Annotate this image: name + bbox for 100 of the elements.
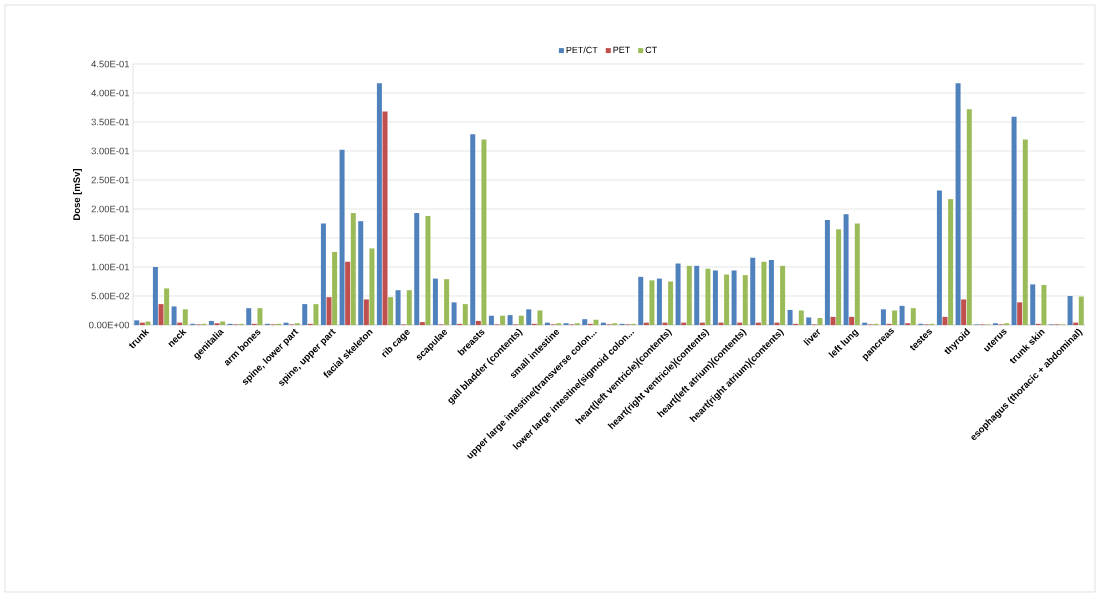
y-tick-label: 3.50E-01 (91, 118, 130, 126)
bar (345, 261, 351, 325)
bar (395, 290, 401, 325)
bar (817, 318, 823, 325)
bar (1041, 284, 1047, 325)
bar (724, 274, 730, 325)
bar (326, 297, 332, 325)
bar (787, 309, 793, 325)
bar (668, 281, 674, 325)
bar (414, 213, 420, 325)
y-tick-label: 4.00E-01 (91, 89, 130, 97)
bar (849, 316, 855, 325)
y-tick-label: 0.00E+00 (89, 321, 130, 329)
bar (830, 316, 836, 325)
y-tick-label: 2.00E-01 (91, 205, 130, 213)
legend-label: CT (645, 46, 657, 54)
bar (936, 190, 942, 325)
bar (313, 304, 319, 325)
bar (425, 215, 431, 325)
bar (507, 315, 513, 325)
y-axis-title: Dose [mSv] (73, 168, 82, 220)
bar (164, 288, 170, 325)
bar (910, 308, 916, 325)
bar (712, 270, 718, 325)
bar (462, 304, 468, 325)
bar (675, 263, 681, 325)
bar (892, 310, 898, 325)
bar (526, 309, 532, 325)
bar (406, 290, 412, 325)
bar (761, 261, 767, 325)
bar (537, 310, 543, 325)
bar (843, 214, 849, 325)
bar (246, 308, 252, 325)
bar (444, 279, 450, 325)
bar (780, 265, 786, 325)
bar (750, 257, 756, 325)
bar (432, 278, 438, 325)
bar (824, 220, 830, 325)
bar (1030, 284, 1036, 325)
bar (638, 276, 644, 325)
bar (582, 319, 588, 325)
bar (966, 109, 972, 325)
bar (350, 213, 356, 325)
bar (942, 316, 948, 325)
bar (363, 299, 369, 325)
bar (1011, 116, 1017, 325)
bar (320, 223, 326, 325)
bar (705, 268, 711, 325)
bar (1022, 139, 1028, 325)
bar (798, 310, 804, 325)
bar (376, 83, 382, 325)
bar (488, 315, 494, 325)
bar (257, 308, 263, 325)
bar (686, 265, 692, 325)
bar (955, 83, 961, 325)
legend-label: PET/CT (566, 46, 598, 54)
bar (332, 251, 338, 325)
bar (419, 322, 425, 325)
bar (518, 315, 524, 325)
bar (1078, 296, 1084, 325)
bar (358, 221, 364, 325)
y-tick-label: 4.50E-01 (91, 60, 130, 68)
bar (1067, 295, 1073, 325)
bar (388, 297, 394, 325)
y-tick-label: 1.00E-01 (91, 263, 130, 271)
bar (158, 304, 164, 325)
bar (694, 265, 700, 325)
bar (768, 260, 774, 325)
bar (961, 299, 967, 325)
legend-label: PET (613, 46, 630, 53)
bar (339, 149, 345, 325)
bar (134, 320, 140, 325)
bar (649, 280, 655, 325)
y-tick-label: 3.00E-01 (91, 147, 130, 155)
y-tick-label: 2.50E-01 (91, 176, 130, 184)
bar (1017, 302, 1023, 325)
bar (948, 199, 954, 325)
bar (742, 275, 748, 325)
bar (451, 302, 457, 325)
bar (382, 111, 388, 325)
bar (836, 229, 842, 325)
bar (208, 320, 214, 325)
bar (854, 223, 860, 325)
bar (475, 320, 481, 325)
bar (806, 317, 812, 325)
bar (899, 305, 905, 325)
bar (152, 266, 158, 325)
bar (500, 315, 506, 325)
bar (481, 139, 487, 325)
bar (880, 309, 886, 325)
y-tick-label: 5.00E-02 (91, 292, 130, 300)
bar (593, 319, 599, 325)
bar (470, 134, 476, 325)
bar (369, 248, 375, 325)
bar (656, 278, 662, 325)
bar (171, 306, 177, 325)
bar (731, 270, 737, 325)
bar (302, 304, 308, 325)
y-tick-label: 1.50E-01 (91, 234, 130, 242)
bar (182, 309, 188, 325)
